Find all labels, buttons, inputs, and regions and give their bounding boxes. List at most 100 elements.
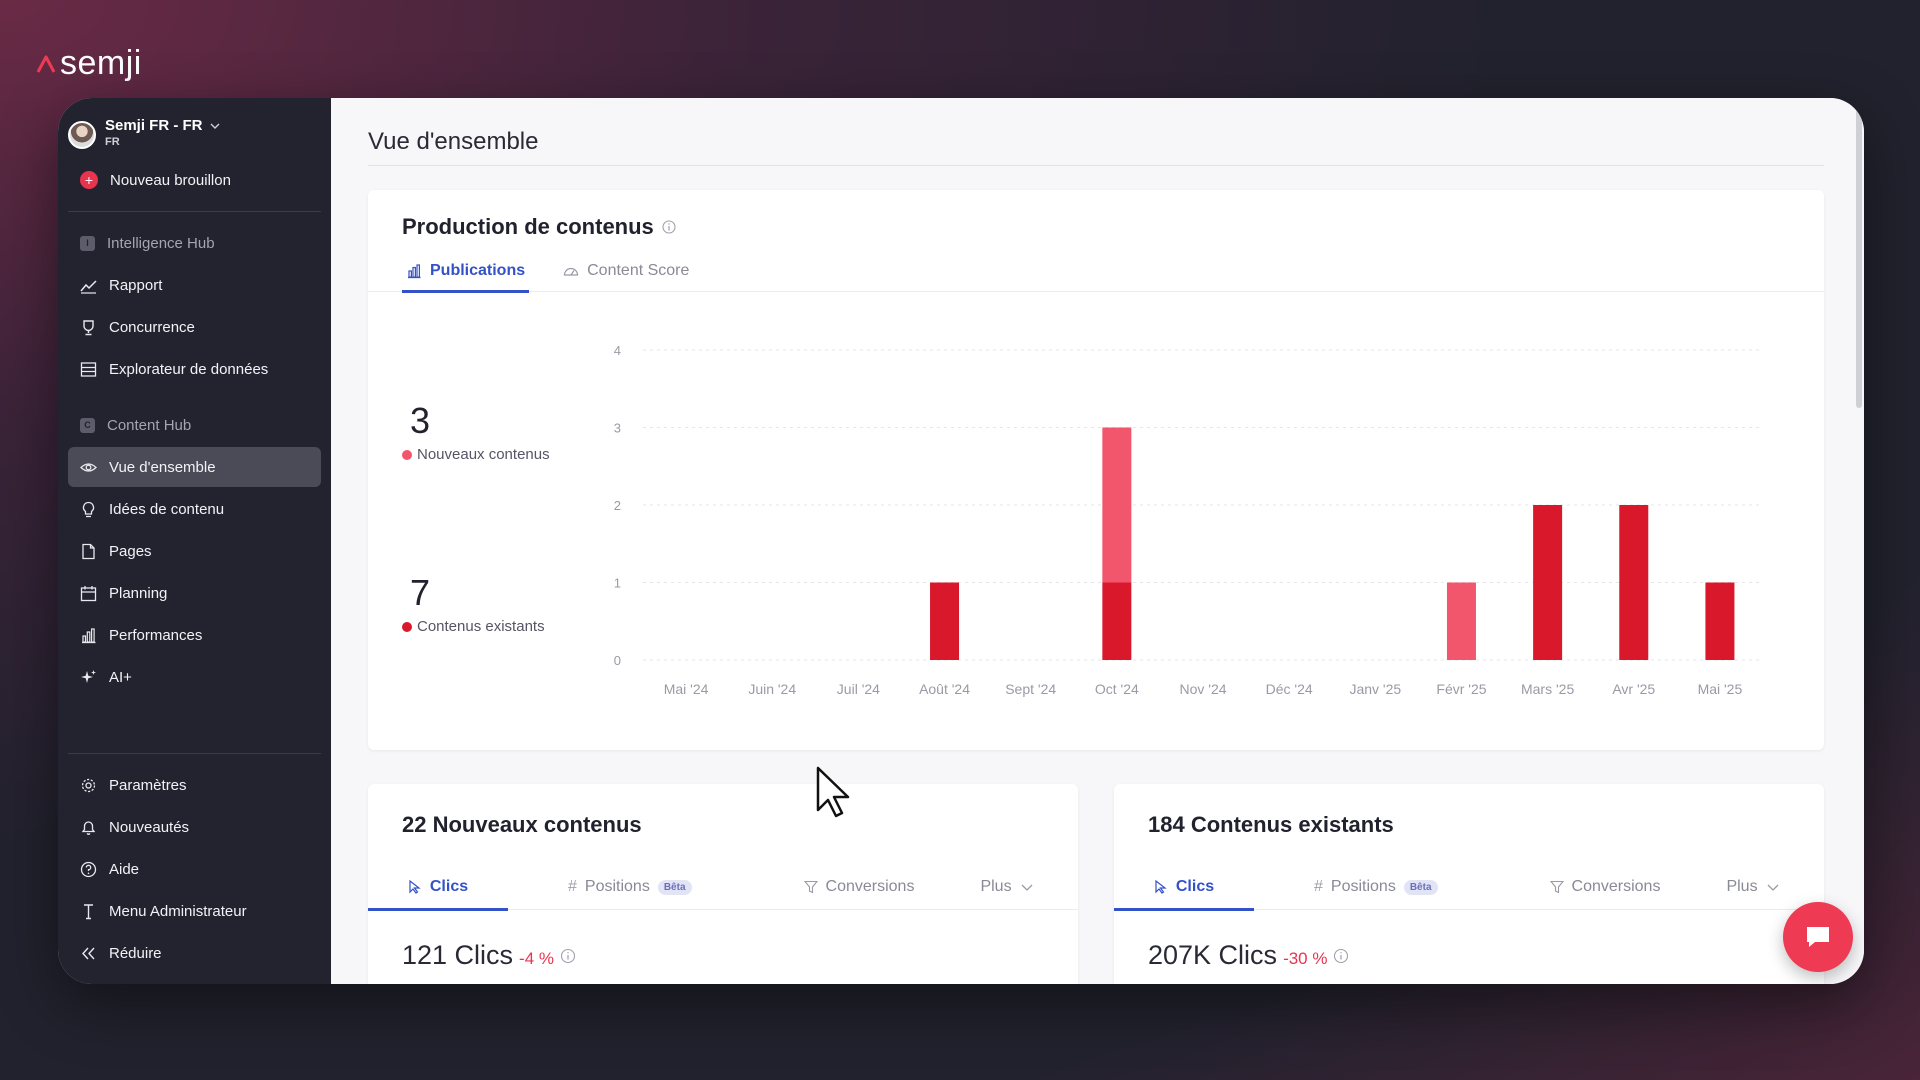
hash-icon: # bbox=[568, 878, 577, 895]
tab-publications-label: Publications bbox=[430, 262, 526, 279]
x-tick-label: Janv '25 bbox=[1349, 681, 1401, 697]
account-switcher[interactable]: Semji FR - FR FR bbox=[58, 112, 331, 159]
calendar-icon bbox=[80, 585, 97, 601]
tab-positions[interactable]: # Positions Bêta bbox=[1314, 864, 1438, 910]
collapse-icon bbox=[82, 947, 95, 959]
info-icon[interactable] bbox=[662, 220, 676, 234]
tab-label: Plus bbox=[1726, 878, 1758, 895]
x-tick-label: Déc '24 bbox=[1266, 681, 1313, 697]
x-tick-label: Avr '25 bbox=[1612, 681, 1655, 697]
tab-label: Plus bbox=[980, 878, 1012, 895]
kpi-label: Contenus existants bbox=[417, 618, 545, 635]
x-tick-label: Oct '24 bbox=[1095, 681, 1139, 697]
scrollbar-thumb[interactable] bbox=[1856, 108, 1862, 408]
sidebar-item-ai-plus[interactable]: AI+ bbox=[68, 657, 321, 697]
sidebar-item-nouveautes[interactable]: Nouveautés bbox=[68, 807, 321, 847]
kpi-label: Nouveaux contenus bbox=[417, 446, 550, 463]
metric-delta: -30 % bbox=[1283, 949, 1328, 968]
tab-publications[interactable]: Publications bbox=[402, 250, 530, 293]
tab-label: Clics bbox=[1175, 878, 1215, 895]
info-icon[interactable] bbox=[1333, 948, 1349, 964]
info-icon[interactable] bbox=[560, 948, 576, 964]
sidebar-item-performances[interactable]: Performances bbox=[68, 615, 321, 655]
semji-logo-icon bbox=[36, 55, 56, 73]
tab-positions[interactable]: # Positions Bêta bbox=[568, 864, 692, 910]
chat-button[interactable] bbox=[1783, 902, 1853, 972]
bar-new bbox=[1102, 427, 1132, 583]
tab-label: Positions bbox=[1330, 878, 1396, 895]
new-contents-card: 22 Nouveaux contenus Clics # Positions B… bbox=[368, 784, 1078, 984]
plus-icon: + bbox=[80, 171, 98, 189]
x-tick-label: Août '24 bbox=[919, 681, 970, 697]
tab-content-score[interactable]: Content Score bbox=[559, 250, 693, 292]
bar-chart-icon bbox=[82, 627, 96, 643]
sidebar-item-label: Menu Administrateur bbox=[109, 902, 247, 920]
legend-dot bbox=[402, 621, 412, 632]
sidebar-item-reduire[interactable]: Réduire bbox=[68, 933, 321, 973]
sidebar-item-idees[interactable]: Idées de contenu bbox=[68, 489, 321, 529]
sidebar-item-explorateur[interactable]: Explorateur de données bbox=[68, 349, 321, 389]
database-icon bbox=[80, 361, 97, 377]
page-icon bbox=[82, 543, 95, 559]
bar-existing bbox=[1533, 505, 1563, 660]
beta-badge: Bêta bbox=[1403, 879, 1438, 895]
sidebar-item-label: Paramètres bbox=[109, 776, 187, 794]
kpi-new-contents: 3 Nouveaux contenus bbox=[402, 400, 550, 463]
sidebar-item-vue-ensemble[interactable]: Vue d'ensemble bbox=[68, 447, 321, 487]
section-content-hub: C Content Hub bbox=[68, 405, 321, 445]
bottom-cards: 22 Nouveaux contenus Clics # Positions B… bbox=[368, 784, 1824, 984]
sidebar-item-label: Performances bbox=[109, 626, 203, 644]
sidebar-item-label: Aide bbox=[109, 860, 140, 878]
trend-icon bbox=[80, 279, 97, 294]
sidebar-item-planning[interactable]: Planning bbox=[68, 573, 321, 613]
sidebar-item-label: Rapport bbox=[109, 276, 163, 294]
production-tabs: Publications Content Score bbox=[368, 250, 1824, 293]
sidebar-item-pages[interactable]: Pages bbox=[68, 531, 321, 571]
tab-label: Conversions bbox=[825, 878, 915, 895]
cursor-icon bbox=[1155, 880, 1167, 894]
trophy-icon bbox=[83, 319, 94, 335]
eye-icon bbox=[80, 462, 97, 472]
sidebar-item-concurrence[interactable]: Concurrence bbox=[68, 307, 321, 347]
bar-new bbox=[1446, 582, 1476, 660]
content-hub-icon: C bbox=[80, 417, 95, 433]
tab-plus[interactable]: Plus bbox=[980, 864, 1033, 910]
chat-icon bbox=[1807, 927, 1829, 947]
sidebar-item-label: Concurrence bbox=[109, 318, 195, 336]
kpi-existing-contents: 7 Contenus existants bbox=[402, 572, 545, 635]
tab-conversions[interactable]: Conversions bbox=[1549, 864, 1660, 910]
sidebar: Semji FR - FR FR + Nouveau brouillon I I… bbox=[58, 98, 331, 984]
help-icon bbox=[80, 861, 97, 877]
x-tick-label: Févr '25 bbox=[1436, 681, 1486, 697]
sidebar-item-parametres[interactable]: Paramètres bbox=[68, 765, 321, 805]
sidebar-item-rapport[interactable]: Rapport bbox=[68, 265, 321, 305]
tab-clics[interactable]: Clics bbox=[368, 864, 508, 911]
x-tick-label: Juin '24 bbox=[748, 681, 796, 697]
metric-value: 121 Clics bbox=[402, 940, 514, 970]
sidebar-item-aide[interactable]: Aide bbox=[68, 849, 321, 889]
sidebar-item-label: Idées de contenu bbox=[109, 500, 225, 518]
sidebar-item-label: Vue d'ensemble bbox=[109, 458, 216, 476]
tab-label: Positions bbox=[584, 878, 650, 895]
page-title: Vue d'ensemble bbox=[368, 98, 1824, 166]
sidebar-item-label: Planning bbox=[109, 584, 168, 602]
beta-badge: Bêta bbox=[657, 879, 692, 895]
gauge-icon bbox=[564, 267, 579, 276]
mouse-cursor-icon bbox=[816, 766, 850, 818]
x-tick-label: Mars '25 bbox=[1521, 681, 1574, 697]
tab-conversions[interactable]: Conversions bbox=[803, 864, 915, 910]
bar-existing bbox=[1102, 582, 1132, 660]
y-tick-label: 4 bbox=[614, 343, 621, 358]
bar-existing bbox=[1705, 582, 1735, 660]
tab-plus[interactable]: Plus bbox=[1726, 864, 1779, 910]
sidebar-item-admin[interactable]: Menu Administrateur bbox=[68, 891, 321, 931]
legend-dot bbox=[402, 449, 412, 460]
chevron-down-icon bbox=[1021, 884, 1033, 891]
clics-metric: 207K Clics -30 % bbox=[1114, 910, 1824, 971]
cursor-icon bbox=[409, 880, 421, 894]
tab-clics[interactable]: Clics bbox=[1114, 864, 1254, 911]
new-draft-button[interactable]: + Nouveau brouillon bbox=[68, 160, 321, 200]
section-intelligence-hub-label: Intelligence Hub bbox=[107, 234, 215, 252]
existing-contents-card: 184 Contenus existants Clics # Positions… bbox=[1114, 784, 1824, 984]
section-content-hub-label: Content Hub bbox=[107, 416, 192, 434]
